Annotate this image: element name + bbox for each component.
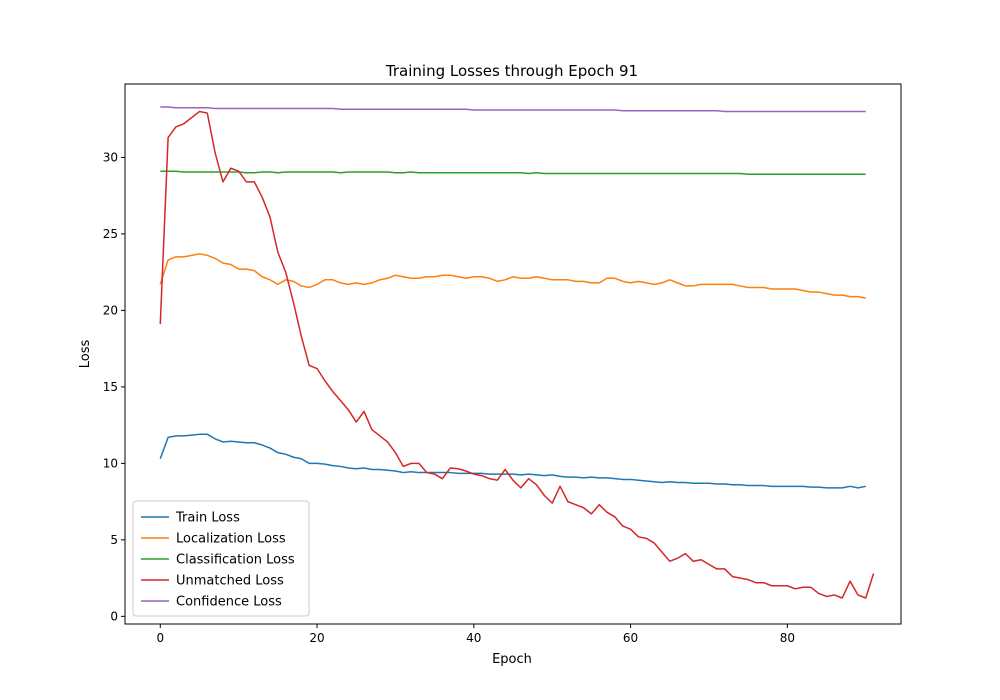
series-line-unmatched-loss — [159, 110, 875, 599]
legend-entry: Confidence Loss — [176, 595, 282, 610]
x-axis: 0 20 40 60 80 — [156, 624, 795, 645]
axes-frame — [124, 83, 902, 625]
legend: Train Loss Localization Loss Classificatio… — [132, 500, 310, 617]
y-axis-label: Loss — [78, 340, 93, 369]
y-tick-label: 0 — [110, 609, 118, 623]
x-tick-label: 20 — [309, 631, 324, 645]
x-tick-label: 60 — [623, 631, 638, 645]
series-line-localization-loss — [159, 253, 866, 299]
x-tick-label: 0 — [156, 631, 164, 645]
x-tick-label: 40 — [466, 631, 481, 645]
y-axis: 0 5 10 15 20 25 30 — [103, 150, 125, 623]
chart-title: Training Losses through Epoch 91 — [385, 62, 638, 80]
y-tick-label: 15 — [103, 380, 118, 394]
x-axis-label: Epoch — [492, 652, 532, 667]
x-tick-label: 80 — [780, 631, 795, 645]
y-tick-label: 30 — [103, 150, 118, 164]
legend-box — [132, 500, 310, 617]
y-tick-label: 25 — [103, 227, 118, 241]
legend-entry: Classification Loss — [176, 553, 295, 568]
series-line-confidence-loss — [160, 106, 866, 113]
y-tick-label: 20 — [103, 303, 118, 317]
y-tick-label: 5 — [110, 533, 118, 547]
series-line-classification-loss — [160, 170, 866, 175]
legend-entry: Unmatched Loss — [176, 574, 284, 589]
legend-entry: Localization Loss — [176, 532, 286, 547]
legend-entry: Train Loss — [175, 511, 240, 526]
plot-area — [159, 106, 875, 599]
series-line-train-loss — [159, 433, 866, 489]
y-tick-label: 10 — [103, 456, 118, 470]
